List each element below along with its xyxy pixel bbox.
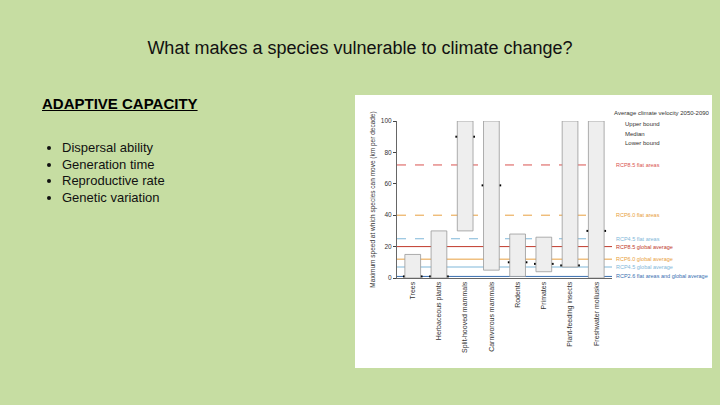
svg-text:Rodents: Rodents: [514, 281, 521, 308]
svg-text:Upper bound: Upper bound: [625, 121, 660, 127]
svg-text:RCP6.0 flat areas: RCP6.0 flat areas: [616, 212, 660, 218]
svg-text:Plant-feeding insects: Plant-feeding insects: [566, 281, 574, 346]
svg-text:Average climate velocity 2050-: Average climate velocity 2050-2090: [614, 110, 710, 116]
svg-text:20: 20: [384, 243, 392, 250]
svg-text:Split-hooved mammals: Split-hooved mammals: [461, 281, 469, 353]
svg-text:Maximum speed at which species: Maximum speed at which species can move …: [369, 111, 377, 287]
svg-text:RCP6.0 global average: RCP6.0 global average: [616, 256, 673, 262]
html-text:ADAPTIVE CAPACITY: ADAPTIVE CAPACITY: [42, 95, 198, 112]
svg-text:RCP4.5 flat areas: RCP4.5 flat areas: [616, 236, 660, 242]
svg-text:Carnivorous mammals: Carnivorous mammals: [488, 281, 495, 352]
html-text:Reproductive rate: Reproductive rate: [62, 173, 165, 188]
svg-text:Primates: Primates: [540, 281, 547, 309]
svg-text:Herbaceous plants: Herbaceous plants: [435, 281, 443, 340]
svg-text:RCP8.5 flat areas: RCP8.5 flat areas: [616, 162, 660, 168]
svg-text:100: 100: [381, 117, 392, 124]
html-text:Genetic variation: Genetic variation: [62, 189, 160, 205]
html-text:What makes a species vulnerabl: What makes a species vulnerable to clima…: [147, 38, 573, 58]
svg-text:80: 80: [384, 149, 392, 156]
svg-text:Median: Median: [625, 131, 645, 137]
svg-text:RCP2.6 flat areas and global a: RCP2.6 flat areas and global average: [616, 273, 708, 279]
html-text:Generation time: Generation time: [62, 156, 155, 172]
svg-text:0: 0: [388, 274, 392, 281]
svg-text:RCP8.5 global average: RCP8.5 global average: [616, 244, 673, 250]
html-text:Dispersal ability: Dispersal ability: [62, 140, 153, 155]
svg-text:Freshwater mollusks: Freshwater mollusks: [593, 281, 600, 346]
svg-text:60: 60: [384, 180, 392, 187]
svg-text:Lower bound: Lower bound: [625, 140, 660, 146]
svg-text:RCP4.5 global average: RCP4.5 global average: [616, 264, 673, 270]
svg-text:40: 40: [384, 211, 392, 218]
svg-text:Trees: Trees: [409, 281, 416, 299]
